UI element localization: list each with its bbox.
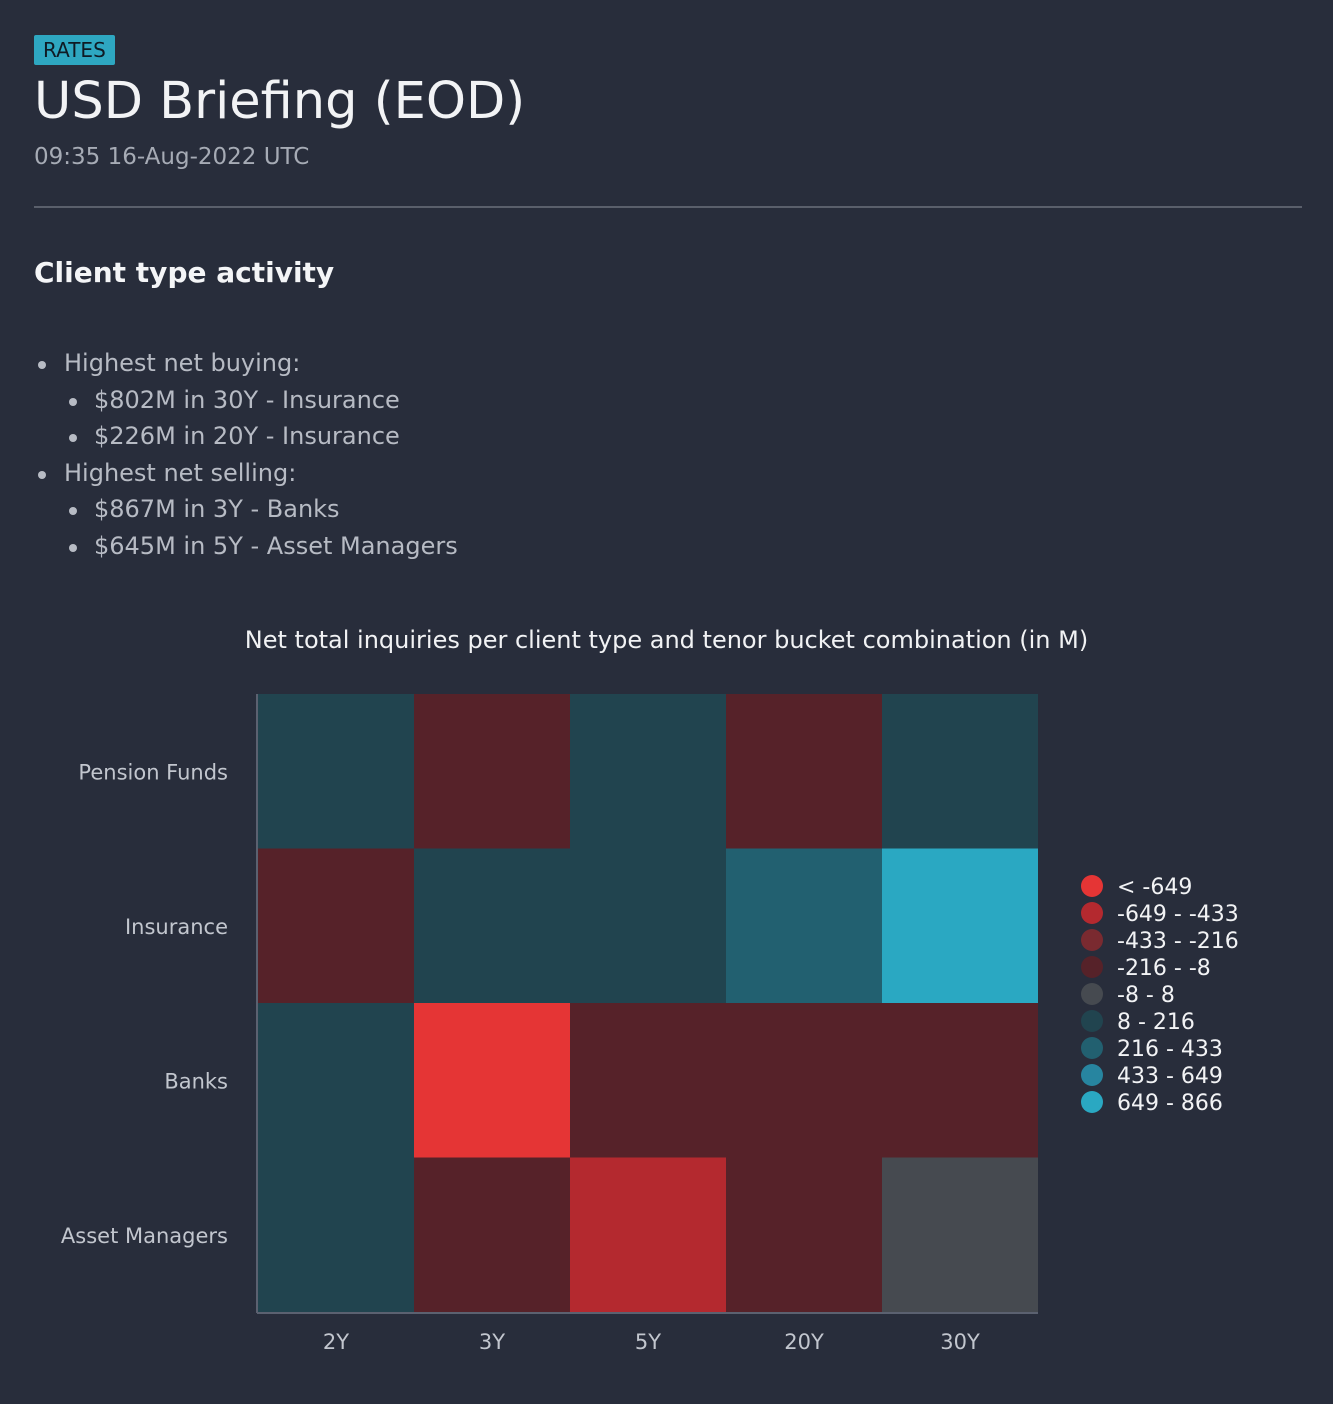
heatmap-cell — [882, 1003, 1038, 1158]
heatmap-cell — [726, 1157, 882, 1312]
heatmap-cell — [258, 1003, 414, 1158]
x-tick-label: 30Y — [940, 1330, 980, 1354]
legend-label: -649 - -433 — [1117, 902, 1239, 927]
divider — [34, 206, 1302, 208]
legend-label: 433 - 649 — [1117, 1064, 1223, 1089]
heatmap-cell — [414, 848, 570, 1003]
buying-item: $802M in 30Y - Insurance — [34, 382, 458, 419]
legend-label: -433 - -216 — [1117, 929, 1239, 954]
legend-swatch — [1081, 875, 1103, 897]
selling-item: $867M in 3Y - Banks — [34, 491, 458, 528]
heatmap-cell — [258, 848, 414, 1003]
heatmap-cell — [726, 1003, 882, 1158]
heatmap-cell — [570, 1003, 726, 1158]
legend-swatch — [1081, 1064, 1103, 1086]
heatmap-cell — [726, 694, 882, 849]
legend-swatch — [1081, 983, 1103, 1005]
chart-title: Net total inquiries per client type and … — [244, 626, 1089, 654]
heatmap-cell — [570, 694, 726, 849]
y-tick-label: Asset Managers — [61, 1224, 228, 1248]
legend-swatch — [1081, 1010, 1103, 1032]
summary-list: Highest net buying: $802M in 30Y - Insur… — [34, 345, 458, 564]
legend-swatch — [1081, 1091, 1103, 1113]
selling-item: $645M in 5Y - Asset Managers — [34, 528, 458, 565]
legend-swatch — [1081, 956, 1103, 978]
legend-label: -8 - 8 — [1117, 983, 1175, 1008]
legend-label: 649 - 866 — [1117, 1091, 1223, 1116]
heatmap-cell — [726, 848, 882, 1003]
heatmap-cell — [882, 694, 1038, 849]
legend-label: < -649 — [1117, 875, 1192, 900]
heatmap-cell — [414, 1157, 570, 1312]
buying-label: Highest net buying: — [34, 345, 458, 382]
y-tick-label: Banks — [164, 1069, 228, 1093]
heatmap-cell — [258, 1157, 414, 1312]
x-tick-label: 2Y — [323, 1330, 349, 1354]
heatmap-cell — [570, 848, 726, 1003]
section-title: Client type activity — [34, 256, 335, 289]
legend-swatch — [1081, 1037, 1103, 1059]
legend-label: 8 - 216 — [1117, 1010, 1195, 1035]
heatmap-cell — [414, 694, 570, 849]
category-badge: RATES — [34, 35, 115, 65]
buying-item: $226M in 20Y - Insurance — [34, 418, 458, 455]
page-title: USD Briefing (EOD) — [34, 72, 526, 131]
heatmap-cell — [258, 694, 414, 849]
x-tick-label: 3Y — [479, 1330, 505, 1354]
y-tick-label: Insurance — [125, 915, 228, 939]
legend-swatch — [1081, 902, 1103, 924]
legend-label: 216 - 433 — [1117, 1037, 1223, 1062]
x-tick-label: 5Y — [635, 1330, 661, 1354]
y-tick-label: Pension Funds — [78, 760, 228, 784]
x-tick-label: 20Y — [784, 1330, 824, 1354]
timestamp: 09:35 16-Aug-2022 UTC — [34, 144, 310, 170]
legend-swatch — [1081, 929, 1103, 951]
legend-label: -216 - -8 — [1117, 956, 1211, 981]
heatmap-cell — [882, 1157, 1038, 1312]
heatmap-cell — [414, 1003, 570, 1158]
heatmap-cell — [882, 848, 1038, 1003]
selling-label: Highest net selling: — [34, 455, 458, 492]
heatmap-cell — [570, 1157, 726, 1312]
